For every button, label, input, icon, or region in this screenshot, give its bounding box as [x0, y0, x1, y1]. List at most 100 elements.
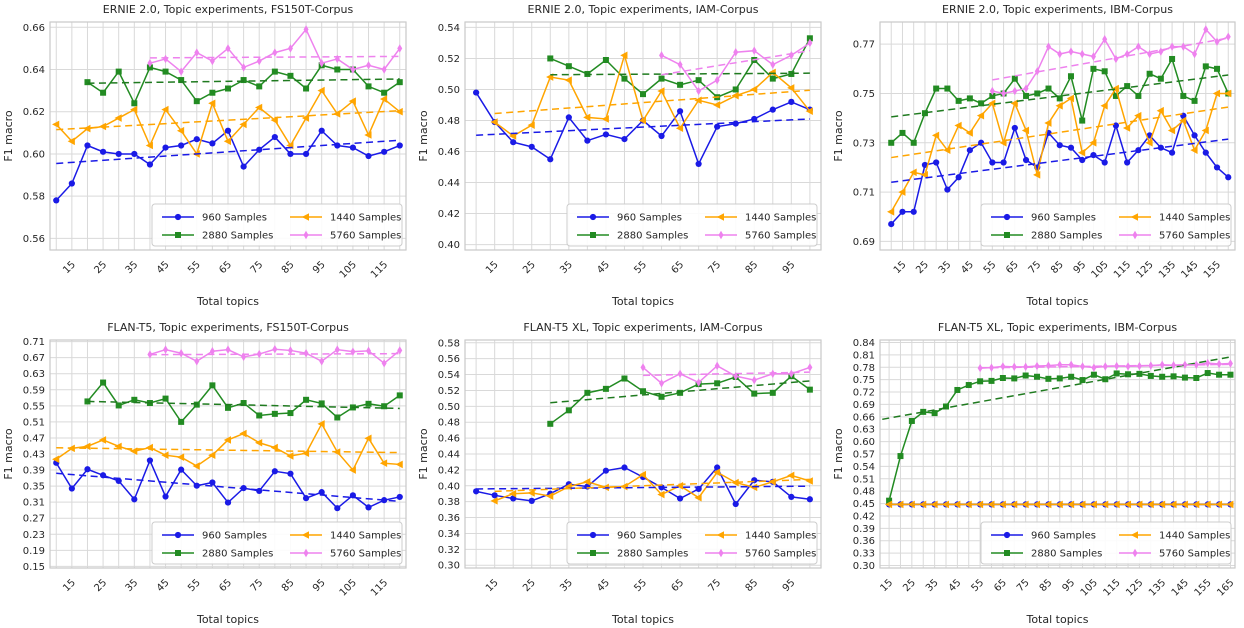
legend: 960 Samples 2880 Samples 1440 Samples 5760 … [980, 521, 1232, 565]
svg-text:0.54: 0.54 [438, 370, 460, 381]
trendline-2880-samples [87, 78, 400, 84]
svg-text:135: 135 [1157, 259, 1178, 280]
svg-text:25: 25 [521, 259, 538, 276]
legend-item-960-samples: 960 Samples [162, 531, 267, 542]
y-tick-labels: 0.300.33 0.360.39 0.420.450.48 0.510.540.57… [853, 338, 875, 572]
series-960-samples [53, 127, 403, 204]
svg-text:95: 95 [311, 259, 328, 276]
svg-text:0.39: 0.39 [853, 524, 875, 535]
legend: 960 Samples 2880 Samples 1440 Samples 5760 … [566, 203, 818, 247]
plot-border [879, 21, 1236, 251]
legend-item-960-samples: 960 Samples [577, 531, 682, 542]
chart-panel-ernie-fs150t: ERNIE 2.0, Topic experiments, FS150T-Cor… [0, 0, 415, 318]
svg-text:1440 Samples: 1440 Samples [330, 531, 401, 542]
chart-panel-flant5xl-iam: FLAN-T5 XL, Topic experiments, IAM-Corpu… [415, 318, 830, 628]
series-960-samples [53, 457, 403, 512]
series-5760-samples [659, 38, 813, 96]
svg-text:55: 55 [632, 259, 649, 276]
chart-panel-flant5xl-ibm: FLAN-T5 XL, Topic experiments, IBM-Corpu… [830, 318, 1244, 628]
svg-text:2880 Samples: 2880 Samples [617, 231, 688, 242]
svg-text:95: 95 [781, 259, 798, 276]
svg-text:960 Samples: 960 Samples [202, 213, 267, 224]
svg-text:105: 105 [1090, 259, 1111, 280]
legend-item-1440-samples: 1440 Samples [1119, 531, 1230, 542]
svg-text:0.47: 0.47 [23, 433, 45, 444]
plot-border [464, 21, 822, 251]
svg-text:0.54: 0.54 [438, 23, 460, 34]
svg-text:55: 55 [186, 259, 203, 276]
svg-text:1440 Samples: 1440 Samples [745, 531, 816, 542]
legend-item-2880-samples: 2880 Samples [577, 549, 688, 560]
svg-text:0.63: 0.63 [853, 425, 875, 436]
svg-text:0.36: 0.36 [853, 536, 875, 547]
svg-text:15: 15 [892, 259, 909, 276]
svg-text:0.77: 0.77 [853, 40, 875, 51]
svg-text:0.84: 0.84 [853, 338, 875, 349]
svg-text:0.60: 0.60 [853, 437, 875, 448]
svg-text:75: 75 [249, 259, 266, 276]
series-960-samples [473, 89, 813, 168]
svg-text:65: 65 [669, 577, 686, 594]
series-5760-samples [640, 361, 813, 388]
svg-text:0.34: 0.34 [438, 529, 460, 540]
legend-item-2880-samples: 2880 Samples [991, 231, 1102, 242]
svg-text:65: 65 [992, 577, 1009, 594]
legend-item-2880-samples: 2880 Samples [162, 549, 273, 560]
svg-text:25: 25 [92, 259, 109, 276]
x-tick-labels: 15 25 35 45 55 65 75 85 95 105 115 125 135 145 155 165 [878, 577, 1236, 598]
svg-text:0.23: 0.23 [23, 530, 45, 541]
svg-text:1440 Samples: 1440 Samples [1159, 531, 1230, 542]
svg-text:85: 85 [744, 259, 761, 276]
x-axis-label: Total topics [196, 613, 259, 626]
svg-text:45: 45 [155, 259, 172, 276]
svg-text:105: 105 [338, 577, 359, 598]
legend-item-960-samples: 960 Samples [991, 531, 1096, 542]
series-2880-samples [886, 370, 1234, 504]
svg-text:0.69: 0.69 [853, 400, 875, 411]
chart-panel-flant5-fs150t: FLAN-T5, Topic experiments, FS150T-Corpu… [0, 318, 415, 628]
svg-text:0.72: 0.72 [853, 388, 875, 399]
svg-text:0.19: 0.19 [23, 546, 45, 557]
legend-item-960-samples: 960 Samples [577, 213, 682, 224]
svg-text:960 Samples: 960 Samples [617, 213, 682, 224]
trendline-2880-samples [882, 355, 1233, 421]
series-5760-samples [147, 25, 403, 76]
svg-text:0.45: 0.45 [853, 499, 875, 510]
x-axis-label: Total topics [611, 613, 674, 626]
svg-text:25: 25 [914, 259, 931, 276]
y-axis-label: F1 macro [2, 428, 15, 480]
trendline-5760-samples [149, 55, 400, 59]
legend-item-5760-samples: 5760 Samples [705, 549, 816, 560]
legend-item-1440-samples: 1440 Samples [705, 531, 816, 542]
svg-text:0.51: 0.51 [853, 474, 875, 485]
x-axis-label: Total topics [1025, 295, 1088, 308]
trendline-1440-samples [494, 89, 810, 115]
svg-text:0.62: 0.62 [23, 107, 45, 118]
series-5760-samples [147, 345, 403, 368]
svg-text:0.78: 0.78 [853, 363, 875, 374]
svg-text:5760 Samples: 5760 Samples [745, 231, 816, 242]
svg-text:25: 25 [521, 577, 538, 594]
svg-text:960 Samples: 960 Samples [1031, 531, 1096, 542]
x-tick-labels: 15 25 35 45 55 65 75 85 95 [484, 577, 797, 594]
svg-text:55: 55 [982, 259, 999, 276]
y-tick-labels: 0.69 0.71 0.73 0.75 0.77 [853, 40, 875, 248]
trendline-2880-samples [550, 380, 810, 404]
x-axis-label: Total topics [1025, 613, 1088, 626]
svg-text:45: 45 [947, 577, 964, 594]
chart-title: ERNIE 2.0, Topic experiments, IAM-Corpus [528, 3, 759, 16]
chart-svg: FLAN-T5 XL, Topic experiments, IBM-Corpu… [832, 321, 1237, 626]
legend: 960 Samples 2880 Samples 1440 Samples 5760 … [151, 203, 403, 247]
svg-text:0.81: 0.81 [853, 350, 875, 361]
svg-text:0.50: 0.50 [438, 85, 460, 96]
y-axis-label: F1 macro [417, 428, 430, 480]
svg-text:35: 35 [124, 577, 141, 594]
svg-text:0.51: 0.51 [23, 417, 45, 428]
svg-text:35: 35 [558, 577, 575, 594]
svg-text:35: 35 [124, 259, 141, 276]
svg-text:0.46: 0.46 [438, 147, 460, 158]
svg-text:2880 Samples: 2880 Samples [1031, 231, 1102, 242]
legend-item-1440-samples: 1440 Samples [1119, 213, 1230, 224]
svg-text:155: 155 [1193, 577, 1214, 598]
